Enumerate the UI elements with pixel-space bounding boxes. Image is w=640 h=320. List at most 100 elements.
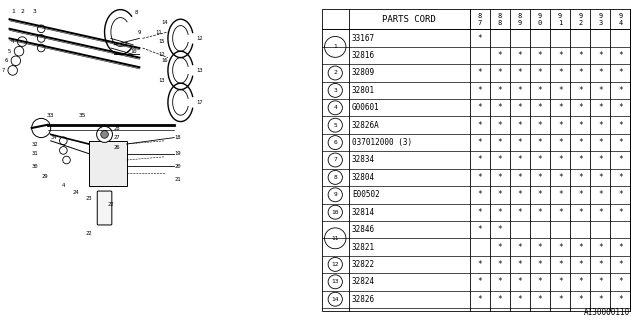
Text: 1: 1: [333, 44, 337, 49]
Text: 32809: 32809: [352, 68, 375, 77]
Text: 6: 6: [4, 58, 8, 63]
Text: 19: 19: [174, 151, 180, 156]
Text: 3: 3: [333, 88, 337, 93]
Text: *: *: [618, 103, 623, 112]
Circle shape: [14, 46, 24, 56]
Text: 30: 30: [31, 164, 38, 169]
Text: E00502: E00502: [352, 190, 380, 199]
Text: 32: 32: [31, 141, 38, 147]
Text: 6: 6: [333, 140, 337, 145]
Text: *: *: [578, 173, 582, 182]
Text: *: *: [518, 121, 522, 130]
Text: *: *: [598, 86, 603, 95]
Text: 32804: 32804: [352, 173, 375, 182]
Text: *: *: [498, 190, 502, 199]
Text: 28: 28: [114, 125, 120, 131]
Circle shape: [328, 84, 342, 97]
Text: *: *: [518, 260, 522, 269]
Text: *: *: [518, 243, 522, 252]
Text: *: *: [558, 277, 563, 286]
Text: 10: 10: [332, 210, 339, 215]
Text: 13: 13: [196, 68, 203, 73]
Text: *: *: [538, 277, 543, 286]
Text: *: *: [618, 260, 623, 269]
Text: *: *: [598, 138, 603, 147]
Text: *: *: [538, 156, 543, 164]
Text: 7: 7: [333, 157, 337, 163]
Text: *: *: [518, 51, 522, 60]
Text: 32814: 32814: [352, 208, 375, 217]
Text: 2: 2: [333, 70, 337, 76]
Circle shape: [63, 156, 70, 164]
Text: *: *: [578, 51, 582, 60]
Circle shape: [328, 136, 342, 149]
Text: *: *: [538, 295, 543, 304]
Text: 32822: 32822: [352, 260, 375, 269]
Text: *: *: [558, 190, 563, 199]
Text: *: *: [578, 190, 582, 199]
Text: 16: 16: [161, 58, 168, 63]
Text: *: *: [477, 208, 482, 217]
Text: 17: 17: [196, 100, 203, 105]
Text: *: *: [518, 295, 522, 304]
Text: 26: 26: [114, 145, 120, 150]
Text: 13: 13: [158, 77, 165, 83]
Text: 32821: 32821: [352, 243, 375, 252]
Text: 9
1: 9 1: [558, 13, 563, 26]
Text: 12: 12: [332, 262, 339, 267]
Text: *: *: [618, 277, 623, 286]
Text: 8: 8: [134, 10, 138, 15]
Circle shape: [8, 66, 17, 75]
Text: *: *: [477, 156, 482, 164]
Text: *: *: [477, 68, 482, 77]
Circle shape: [328, 66, 342, 80]
Text: *: *: [518, 156, 522, 164]
Text: *: *: [498, 208, 502, 217]
Text: *: *: [498, 225, 502, 234]
Text: 9: 9: [138, 29, 141, 35]
Text: 9: 9: [333, 192, 337, 197]
Text: 12: 12: [158, 52, 165, 57]
Text: 4: 4: [61, 183, 65, 188]
Text: 9
2: 9 2: [578, 13, 582, 26]
Text: 037012000 (3): 037012000 (3): [352, 138, 412, 147]
Text: *: *: [538, 103, 543, 112]
Text: *: *: [538, 138, 543, 147]
Text: 32824: 32824: [352, 277, 375, 286]
Circle shape: [324, 228, 346, 249]
Circle shape: [37, 35, 45, 42]
Text: 27: 27: [114, 135, 120, 140]
Text: *: *: [558, 68, 563, 77]
Text: *: *: [618, 208, 623, 217]
Text: 33: 33: [47, 113, 54, 118]
Text: *: *: [558, 295, 563, 304]
Text: *: *: [598, 103, 603, 112]
Text: 35: 35: [79, 113, 86, 118]
Text: *: *: [477, 121, 482, 130]
Text: 8: 8: [333, 175, 337, 180]
Circle shape: [32, 118, 51, 138]
Circle shape: [328, 205, 342, 219]
Text: *: *: [578, 68, 582, 77]
Text: 22: 22: [86, 231, 92, 236]
Text: *: *: [477, 34, 482, 43]
Text: *: *: [598, 295, 603, 304]
Text: *: *: [558, 156, 563, 164]
Text: 1: 1: [11, 9, 15, 14]
Text: *: *: [498, 121, 502, 130]
Text: 32826A: 32826A: [352, 121, 380, 130]
Text: *: *: [518, 138, 522, 147]
Text: 9
0: 9 0: [538, 13, 542, 26]
Circle shape: [324, 36, 346, 57]
Text: *: *: [518, 208, 522, 217]
Text: *: *: [498, 138, 502, 147]
Text: *: *: [518, 190, 522, 199]
Text: 2: 2: [20, 9, 24, 14]
Text: *: *: [598, 243, 603, 252]
Text: *: *: [477, 225, 482, 234]
Text: 31: 31: [31, 151, 38, 156]
Text: *: *: [578, 156, 582, 164]
Text: *: *: [598, 208, 603, 217]
Text: *: *: [498, 51, 502, 60]
Text: *: *: [618, 138, 623, 147]
